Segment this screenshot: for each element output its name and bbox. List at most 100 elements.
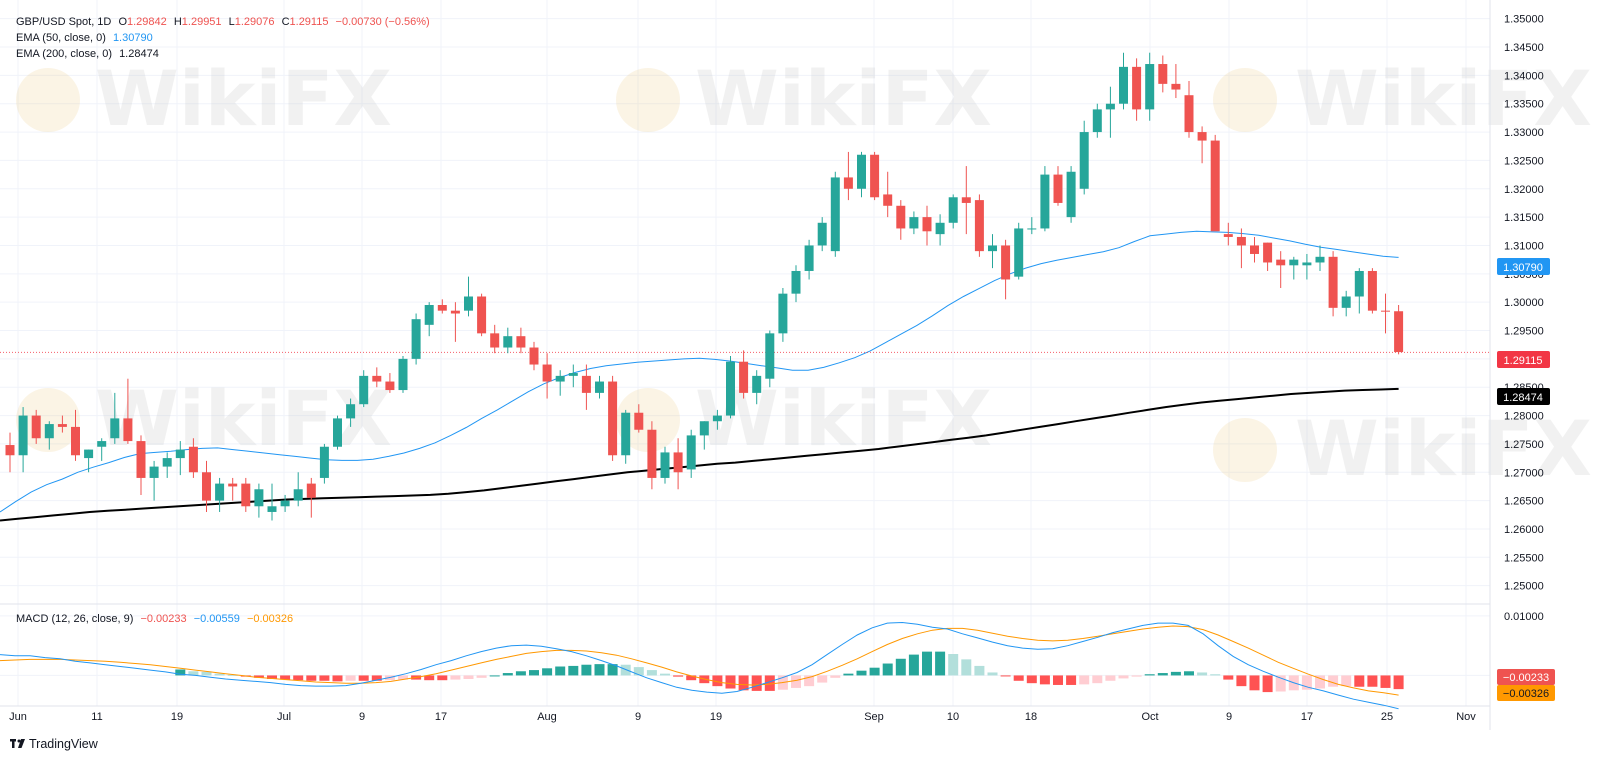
macd-histogram-bar: [712, 675, 723, 687]
candle: [359, 370, 369, 408]
candle: [555, 370, 565, 396]
candle-body: [621, 412, 631, 456]
candle: [804, 239, 814, 280]
macd-histogram-bar: [751, 675, 762, 691]
macd-histogram-bar: [935, 651, 946, 676]
candle-body: [1315, 256, 1325, 263]
svg-text:EMA (50, close, 0) 1.307: EMA (50, close, 0) 1.30790: [16, 32, 153, 44]
candle-body: [830, 177, 840, 252]
candle-body: [293, 489, 303, 501]
candle-body: [477, 296, 487, 334]
price-axis[interactable]: 1.25000 1.25500 1.26000 1.26500 1.27000 1.275…: [1504, 14, 1544, 593]
candle-body: [857, 154, 866, 189]
candle-body: [1119, 66, 1128, 104]
time-axis[interactable]: Jun 11 19 Jul 9 17 Aug 9 19 Sep 10 18 Oct 9 17 25 Nov: [9, 711, 1476, 723]
candle-body: [686, 435, 696, 470]
candle: [1250, 236, 1259, 263]
macd-histogram-bar: [1000, 675, 1011, 677]
macd-histogram-bar: [1328, 675, 1339, 687]
time-tick-label: 19: [710, 711, 722, 723]
price-tick-label: 1.33500: [1504, 99, 1544, 111]
symbol-label: GBP/USD Spot, 1D: [16, 16, 111, 28]
macd-histogram-bar: [214, 673, 225, 676]
candle-body: [726, 361, 735, 416]
price-tick-label: 1.27500: [1504, 439, 1544, 451]
change-value: −0.00730 (−0.56%): [336, 16, 430, 28]
candle-body: [319, 446, 329, 478]
candle: [1302, 253, 1312, 280]
tradingview-logo[interactable]: TradingView: [10, 737, 99, 751]
ema50-line: [0, 230, 1399, 513]
candle: [411, 313, 421, 365]
macd-legend[interactable]: MACD (12, 26, close, 9) −0.00233 −0.0055…: [16, 613, 293, 625]
candle-body: [346, 404, 356, 419]
candle-body: [162, 458, 172, 467]
candle-body: [765, 333, 775, 379]
candle-body: [1394, 311, 1404, 353]
candle: [1210, 134, 1220, 232]
candle-body: [1171, 83, 1181, 90]
candle: [241, 477, 251, 512]
candle: [1145, 52, 1155, 121]
time-tick-label: 19: [171, 711, 183, 723]
candle-body: [1092, 109, 1102, 133]
candle: [699, 421, 709, 450]
candle: [1014, 222, 1024, 280]
candle-body: [503, 336, 513, 348]
candle: [464, 276, 473, 317]
macd-histogram-bar: [922, 651, 932, 676]
price-tick-label: 1.33000: [1504, 127, 1544, 139]
main-legend[interactable]: GBP/USD Spot, 1D O1.29842 H1.29951 L1.29…: [16, 16, 430, 60]
candle: [988, 234, 997, 269]
macd-histogram-bar: [974, 665, 985, 676]
candle: [450, 302, 460, 342]
candle-body: [464, 296, 473, 311]
candle: [830, 171, 840, 257]
macd-histogram-bar: [463, 675, 474, 680]
candle-body: [804, 245, 814, 271]
candle: [1197, 126, 1207, 164]
candle: [686, 429, 696, 478]
macd-histogram-bar: [1393, 675, 1404, 690]
candle: [843, 151, 853, 201]
candle: [1394, 305, 1404, 355]
candlestick-series[interactable]: [5, 52, 1404, 521]
price-tick-label: 1.34000: [1504, 70, 1544, 82]
candle: [568, 364, 578, 388]
macd-histogram-bar: [319, 675, 330, 681]
macd-histogram-bar: [843, 673, 854, 676]
candle-body: [791, 270, 801, 294]
candle: [503, 327, 513, 354]
candle: [188, 438, 198, 478]
watermark-logo-icon: [616, 388, 680, 452]
candle-body: [1027, 228, 1037, 230]
candle: [922, 205, 932, 246]
candle: [1367, 268, 1377, 314]
macd-histogram-bar: [555, 666, 566, 676]
candle-body: [778, 293, 788, 334]
macd-histogram-bar: [227, 674, 238, 676]
watermark-logo-icon: [1213, 68, 1277, 132]
candle: [1105, 86, 1115, 138]
candle: [1066, 166, 1076, 223]
candle: [319, 443, 329, 484]
macd-line-path: [0, 621, 1399, 710]
candle-body: [699, 421, 709, 436]
candle-body: [57, 424, 67, 427]
candle-body: [97, 441, 107, 447]
ema200-price-badge: 1.28474: [1497, 388, 1550, 405]
candle-body: [843, 177, 853, 189]
candle-body: [974, 200, 984, 252]
macd-histogram-bar: [987, 672, 998, 676]
tradingview-icon: [10, 739, 25, 748]
macd-histogram-bar: [424, 675, 435, 681]
candle: [778, 287, 788, 342]
candle: [647, 421, 657, 490]
candle-body: [568, 373, 578, 376]
candle: [608, 375, 618, 461]
candle-body: [385, 381, 395, 391]
candle-body: [149, 466, 159, 478]
macd-histogram-bar: [725, 675, 736, 689]
macd-histogram-bar: [830, 675, 841, 678]
